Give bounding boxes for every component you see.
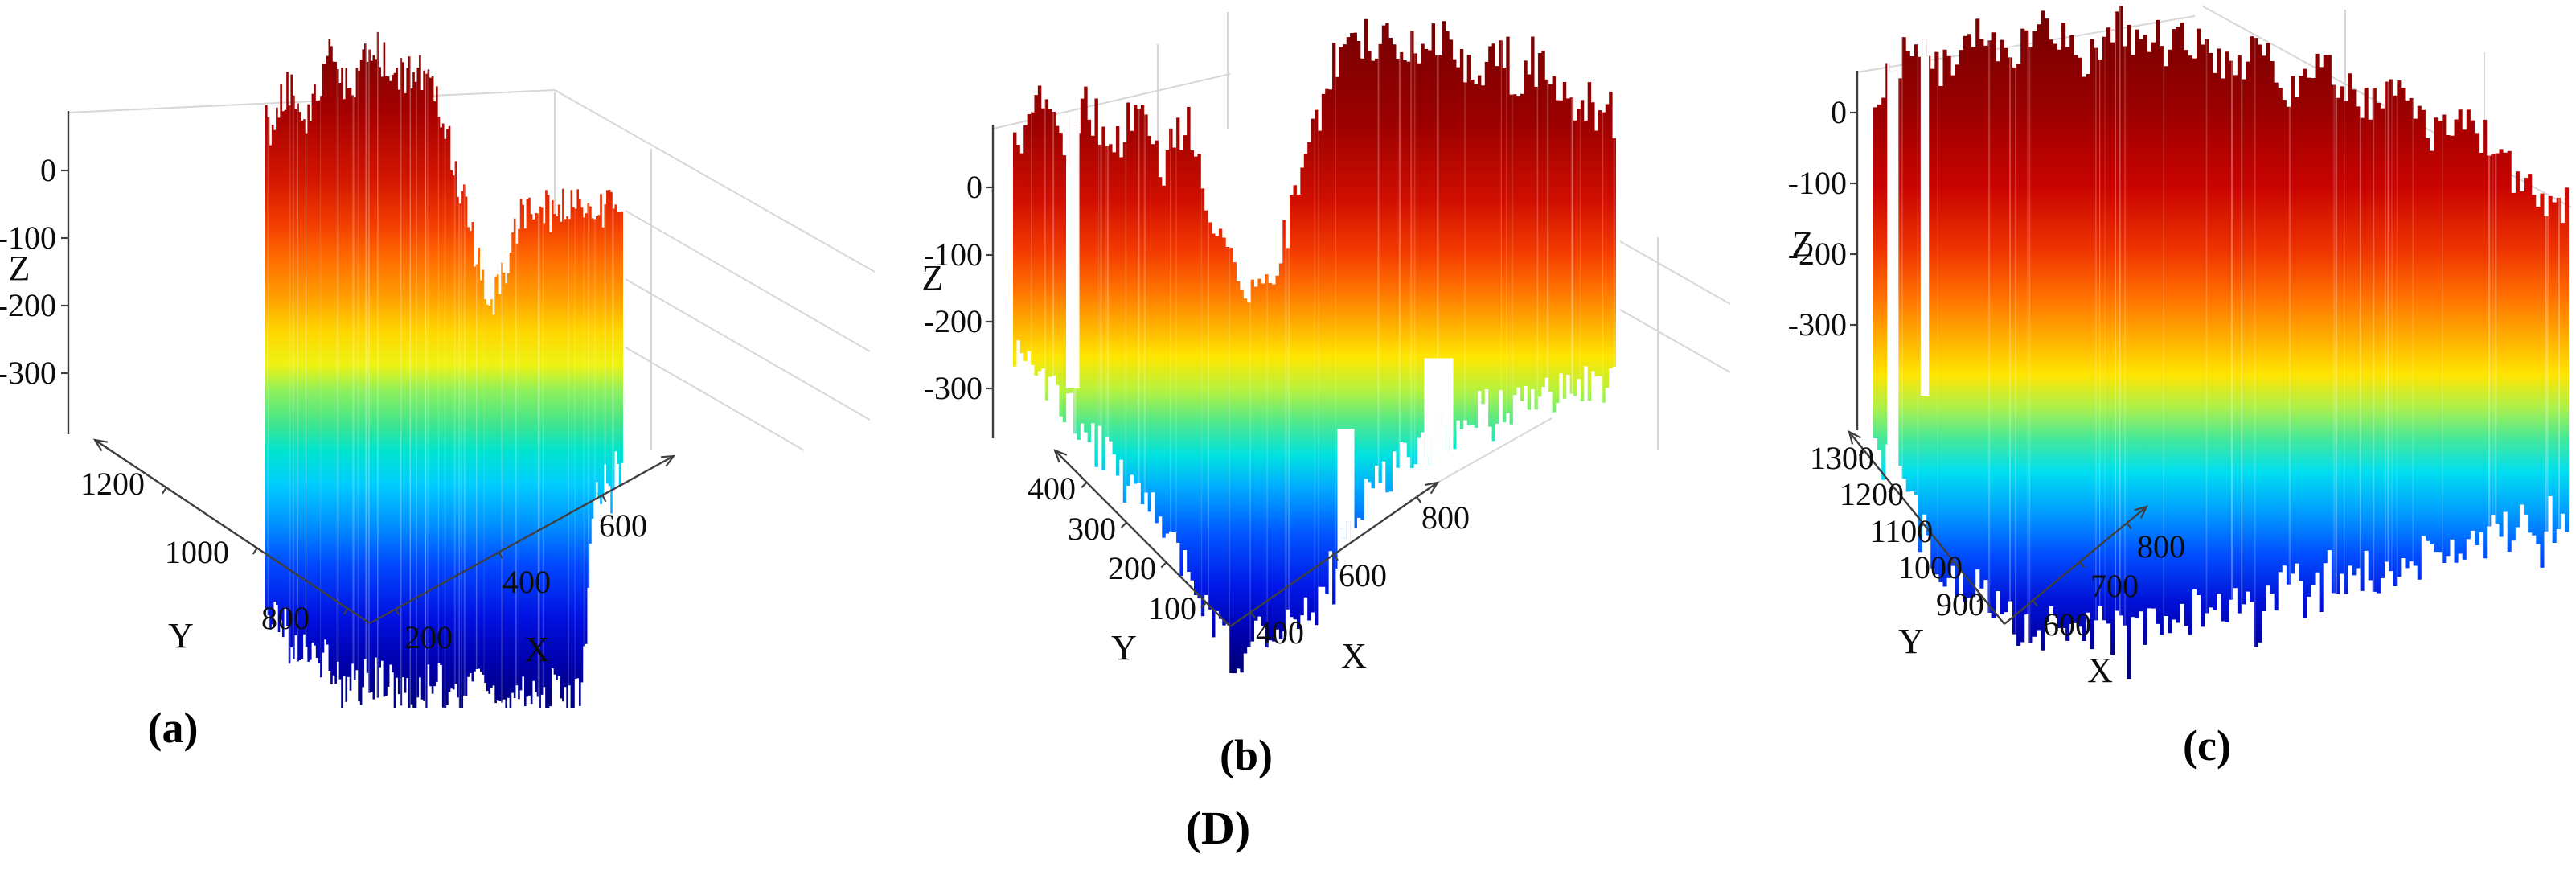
axis-arrow — [1425, 481, 1440, 495]
axis-arrow — [1848, 429, 1861, 445]
y-axis-label: Y — [1898, 622, 1924, 661]
x-axis: 400 600 800 X — [1229, 481, 1470, 676]
z-axis: 0 -100 -200 -300 Z — [0, 111, 70, 434]
y-tick-label: 900 — [1936, 586, 1984, 622]
x-axis-label: X — [1341, 636, 1367, 676]
y-tick-label: 100 — [1148, 590, 1196, 626]
y-axis: 800 1000 1200 Y — [80, 438, 371, 655]
panel-caption-b: (b) — [1220, 731, 1273, 779]
y-tick-label: 1300 — [1810, 440, 1874, 476]
z-axis: 0 -100 -200 -300 Z — [1788, 71, 1859, 430]
surface-mesh — [1013, 18, 1616, 674]
axis-arrow — [2134, 505, 2149, 519]
x-tick-label: 600 — [1339, 557, 1387, 594]
y-tick-label: 1000 — [165, 534, 229, 570]
panel-caption-c: (c) — [2183, 721, 2231, 770]
z-axis-label: Z — [9, 249, 31, 288]
y-tick-label: 800 — [261, 600, 310, 636]
x-tick-label: 800 — [2137, 528, 2185, 565]
x-tick-label: 400 — [502, 564, 551, 600]
x-axis: 200 400 600 X — [369, 454, 676, 669]
x-tick-label: 600 — [599, 507, 647, 544]
y-tick-label: 1200 — [1840, 476, 1904, 512]
x-tick-label: 400 — [1256, 614, 1304, 651]
z-tick-label: -200 — [0, 287, 56, 323]
z-tick-label: -100 — [1788, 165, 1847, 201]
z-axis-label: Z — [1792, 224, 1814, 264]
z-tick-label: 0 — [1831, 94, 1847, 130]
z-tick-label: -100 — [924, 236, 982, 273]
y-tick-label: 300 — [1068, 511, 1116, 547]
surface-plot-a: 0 -100 -200 -300 Z 800 1000 1200 Y 200 400 600 X — [0, 31, 876, 708]
z-tick-label: -300 — [924, 370, 982, 406]
y-tick-label: 1200 — [80, 466, 145, 502]
z-axis-label: Z — [922, 258, 944, 298]
y-tick-label: 1100 — [1870, 513, 1934, 549]
x-tick-label: 800 — [1421, 499, 1470, 536]
z-tick-label: 0 — [40, 152, 56, 188]
panel-caption-a: (a) — [147, 704, 199, 752]
surface-mesh — [1873, 5, 2569, 680]
axis-arrow — [92, 438, 108, 452]
y-tick-label: 400 — [1028, 470, 1076, 507]
y-axis-label: Y — [168, 616, 194, 655]
axis-arrow — [660, 454, 676, 467]
axis-arrow — [1053, 449, 1068, 463]
y-tick-label: 1000 — [1898, 549, 1963, 585]
z-axis: 0 -100 -200 -300 Z — [922, 125, 995, 438]
x-tick-label: 700 — [2090, 568, 2139, 604]
figure-caption-d: (D) — [1185, 802, 1251, 854]
z-tick-label: -300 — [1788, 306, 1847, 343]
y-axis-label: Y — [1111, 628, 1137, 668]
z-tick-label: -300 — [0, 355, 56, 391]
surface-mesh — [265, 31, 623, 708]
y-tick-label: 200 — [1108, 550, 1156, 586]
z-tick-label: -200 — [1788, 236, 1847, 272]
x-tick-label: 200 — [404, 619, 453, 655]
z-tick-label: -100 — [0, 220, 56, 256]
z-tick-label: 0 — [966, 169, 982, 205]
z-tick-label: -200 — [924, 303, 982, 339]
x-axis-label: X — [2087, 651, 2113, 690]
x-tick-label: 600 — [2043, 606, 2091, 643]
x-axis-label: X — [524, 630, 550, 669]
